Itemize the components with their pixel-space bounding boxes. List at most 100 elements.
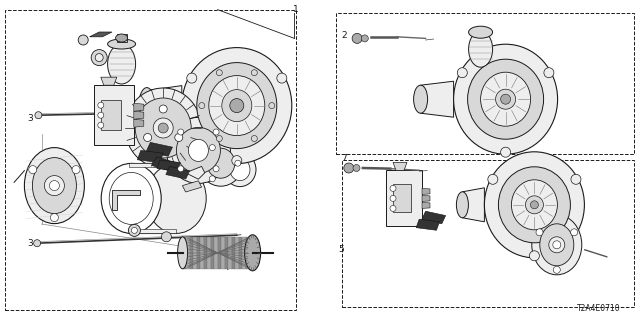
Polygon shape (182, 181, 202, 192)
Circle shape (131, 228, 138, 233)
Bar (242, 237, 246, 269)
Circle shape (531, 201, 538, 209)
Circle shape (352, 33, 362, 44)
Bar (393, 184, 411, 212)
Bar (182, 237, 186, 269)
Ellipse shape (468, 59, 543, 139)
Polygon shape (134, 111, 144, 119)
Polygon shape (386, 171, 422, 227)
Ellipse shape (166, 117, 230, 183)
Circle shape (92, 50, 108, 66)
Circle shape (500, 94, 511, 104)
Bar (211, 237, 214, 269)
Circle shape (34, 240, 40, 247)
Polygon shape (94, 85, 134, 145)
Circle shape (213, 166, 219, 172)
Polygon shape (393, 163, 407, 171)
Circle shape (390, 196, 396, 201)
Bar (129, 164, 176, 167)
Bar (342, 160, 634, 307)
Circle shape (362, 35, 368, 42)
Circle shape (72, 166, 80, 173)
Polygon shape (101, 77, 117, 85)
Polygon shape (146, 142, 172, 156)
Circle shape (29, 166, 36, 173)
Circle shape (51, 214, 58, 222)
Circle shape (525, 196, 543, 214)
Ellipse shape (116, 34, 127, 42)
Circle shape (571, 229, 578, 236)
Ellipse shape (230, 159, 250, 180)
Text: T2A4E0710: T2A4E0710 (577, 304, 621, 313)
Circle shape (161, 232, 172, 242)
Circle shape (44, 176, 65, 196)
Ellipse shape (197, 63, 277, 148)
Circle shape (548, 237, 564, 253)
Circle shape (571, 174, 581, 184)
Circle shape (95, 54, 103, 62)
Ellipse shape (199, 140, 243, 186)
Ellipse shape (182, 48, 292, 164)
Polygon shape (422, 196, 430, 201)
Bar (189, 237, 193, 269)
Polygon shape (134, 119, 144, 127)
Ellipse shape (499, 167, 570, 243)
Polygon shape (422, 188, 430, 195)
Ellipse shape (101, 164, 161, 233)
Ellipse shape (413, 85, 428, 113)
Circle shape (98, 112, 104, 118)
Ellipse shape (178, 237, 188, 269)
Bar (249, 237, 253, 269)
Bar (207, 237, 211, 269)
Polygon shape (157, 160, 180, 171)
Text: 3: 3 (27, 239, 33, 248)
Circle shape (143, 133, 152, 141)
Ellipse shape (139, 88, 155, 124)
Ellipse shape (24, 148, 84, 224)
Circle shape (458, 68, 467, 78)
Ellipse shape (540, 224, 574, 266)
Circle shape (390, 205, 396, 212)
Ellipse shape (484, 152, 584, 258)
Circle shape (158, 123, 168, 133)
Circle shape (209, 176, 215, 182)
Circle shape (159, 105, 167, 113)
Bar (196, 237, 200, 269)
Ellipse shape (108, 39, 136, 49)
Circle shape (232, 156, 242, 166)
Circle shape (235, 160, 241, 166)
Ellipse shape (177, 127, 220, 173)
Bar (218, 237, 221, 269)
Circle shape (178, 129, 184, 135)
Bar (214, 237, 218, 269)
Circle shape (216, 70, 222, 76)
Circle shape (49, 180, 60, 191)
Circle shape (230, 99, 244, 113)
Ellipse shape (109, 172, 153, 224)
Bar (228, 237, 232, 269)
Bar (235, 237, 239, 269)
Circle shape (269, 103, 275, 108)
Circle shape (488, 174, 498, 184)
Ellipse shape (33, 158, 76, 214)
Ellipse shape (468, 26, 493, 38)
Ellipse shape (532, 215, 582, 275)
Bar (116, 34, 127, 42)
Ellipse shape (224, 153, 256, 187)
Text: 3: 3 (27, 114, 33, 123)
Bar (225, 237, 228, 269)
Polygon shape (416, 219, 440, 230)
Text: 7: 7 (341, 154, 347, 163)
Circle shape (529, 251, 540, 261)
Polygon shape (186, 166, 205, 179)
Bar (101, 100, 121, 130)
Polygon shape (422, 211, 445, 224)
Bar (336, 13, 634, 154)
Polygon shape (422, 203, 430, 208)
Bar (204, 237, 207, 269)
Ellipse shape (188, 140, 209, 161)
Ellipse shape (146, 164, 206, 233)
Bar (221, 237, 225, 269)
Circle shape (175, 133, 183, 141)
Circle shape (199, 103, 205, 108)
